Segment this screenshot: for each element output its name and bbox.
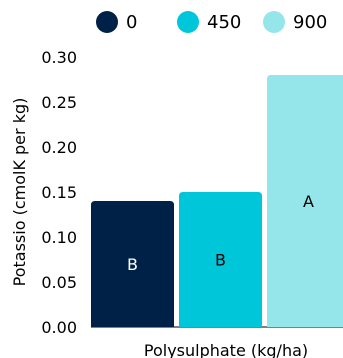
- legend-label-450: 450: [207, 11, 242, 33]
- legend-item-450: 450: [177, 8, 241, 36]
- y-tick-label: 0.00: [41, 318, 77, 337]
- legend-swatch-450: [177, 11, 199, 33]
- y-tick-label: 0.05: [41, 273, 77, 292]
- legend-label-0: 0: [126, 11, 138, 33]
- y-tick-label: 0.30: [41, 48, 77, 67]
- bar-900: [267, 75, 343, 327]
- legend-item-0: 0: [96, 8, 137, 36]
- bar-450: [179, 192, 262, 327]
- bar-label-0: B: [127, 255, 138, 274]
- legend-label-900: 900: [293, 11, 328, 33]
- bar-label-450: B: [215, 251, 226, 270]
- bars: B B A: [91, 75, 343, 327]
- y-axis-label: Potassio (cmolK per kg): [10, 98, 29, 287]
- x-axis-label: Polysulphate (kg/ha): [144, 341, 308, 358]
- legend: 0 450 900: [0, 8, 343, 36]
- legend-item-900: 900: [263, 8, 327, 36]
- bar-0: [91, 201, 174, 327]
- y-tick-label: 0.10: [41, 228, 77, 247]
- y-tick-label: 0.20: [41, 138, 77, 157]
- legend-swatch-900: [263, 11, 285, 33]
- bar-label-900: A: [303, 192, 314, 211]
- y-tick-label: 0.25: [41, 93, 77, 112]
- legend-swatch-0: [96, 11, 118, 33]
- y-axis-ticks: 0.00 0.05 0.10 0.15 0.20 0.25 0.30: [41, 48, 77, 337]
- y-tick-label: 0.15: [41, 183, 77, 202]
